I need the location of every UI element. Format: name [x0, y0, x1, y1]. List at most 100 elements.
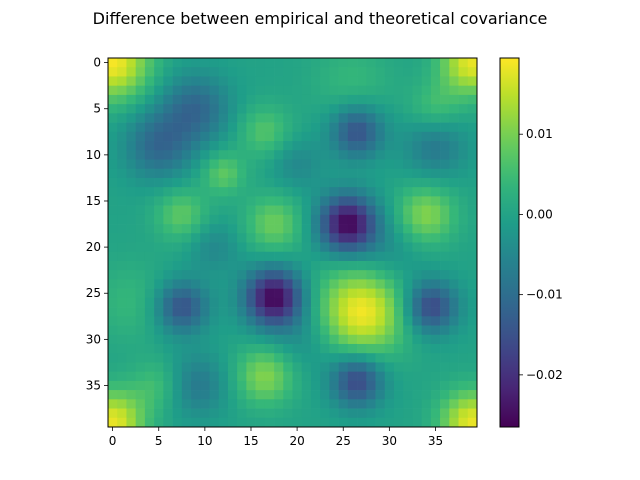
heatmap-cell: [200, 307, 210, 317]
heatmap-cell: [449, 343, 459, 354]
heatmap-cell: [154, 353, 164, 363]
heatmap-cell: [283, 325, 293, 336]
heatmap-cell: [430, 325, 441, 336]
heatmap-cell: [209, 233, 220, 243]
heatmap-cell: [320, 122, 330, 133]
heatmap-cell: [264, 104, 275, 114]
heatmap-cell: [172, 270, 183, 280]
heatmap-cell: [320, 362, 330, 372]
heatmap-cell: [172, 279, 183, 289]
heatmap-cell: [163, 399, 173, 409]
heatmap-cell: [191, 85, 201, 96]
heatmap-cell: [135, 196, 146, 206]
heatmap-cell: [227, 242, 238, 253]
heatmap-cell: [467, 224, 478, 234]
heatmap-cell: [283, 371, 293, 382]
heatmap-cell: [144, 131, 155, 142]
heatmap-cell: [200, 288, 210, 299]
heatmap-cell: [393, 58, 404, 68]
heatmap-cell: [255, 58, 266, 68]
heatmap-cell: [393, 380, 404, 391]
heatmap-cell: [347, 224, 358, 234]
heatmap-cell: [108, 94, 118, 105]
heatmap-cell: [301, 104, 312, 114]
heatmap-cell: [200, 417, 210, 428]
heatmap-cell: [108, 150, 118, 160]
heatmap-cell: [264, 288, 275, 299]
heatmap-cell: [301, 233, 312, 243]
heatmap-cell: [117, 187, 127, 197]
heatmap-cell: [412, 224, 422, 234]
heatmap-cell: [200, 141, 210, 151]
heatmap-cell: [366, 205, 376, 216]
heatmap-cell: [227, 141, 238, 151]
heatmap-cell: [283, 316, 293, 326]
heatmap-cell: [329, 325, 339, 336]
heatmap-cell: [366, 297, 376, 308]
heatmap-cell: [218, 187, 229, 197]
heatmap-cell: [412, 196, 422, 206]
heatmap-cell: [357, 371, 367, 382]
heatmap-cell: [274, 380, 284, 391]
heatmap-cell: [320, 196, 330, 206]
heatmap-cell: [108, 408, 118, 419]
heatmap-cell: [163, 94, 173, 105]
heatmap-cell: [449, 187, 459, 197]
heatmap-cell: [227, 205, 238, 216]
heatmap-cell: [283, 67, 293, 77]
heatmap-cell: [310, 270, 321, 280]
heatmap-cell: [255, 224, 266, 234]
heatmap-cell: [329, 214, 339, 225]
heatmap-cell: [338, 94, 349, 105]
heatmap-cell: [283, 270, 293, 280]
heatmap-cell: [347, 343, 358, 354]
heatmap-cell: [458, 380, 469, 391]
heatmap-cell: [384, 399, 395, 409]
heatmap-cell: [117, 325, 127, 336]
heatmap-cell: [191, 177, 201, 188]
heatmap-cell: [283, 58, 293, 68]
heatmap-cell: [393, 177, 404, 188]
heatmap-cell: [301, 141, 312, 151]
heatmap-cell: [329, 159, 339, 170]
heatmap-cell: [320, 288, 330, 299]
heatmap-cell: [264, 325, 275, 336]
heatmap-cell: [310, 104, 321, 114]
heatmap-cell: [181, 353, 192, 363]
heatmap-cell: [467, 390, 478, 400]
heatmap-cell: [301, 205, 312, 216]
heatmap-cell: [218, 104, 229, 114]
heatmap-cell: [458, 316, 469, 326]
heatmap-cell: [421, 205, 432, 216]
heatmap-cell: [430, 104, 441, 114]
heatmap-cell: [292, 196, 303, 206]
heatmap-cell: [163, 196, 173, 206]
heatmap-cell: [126, 242, 137, 253]
heatmap-cell: [200, 390, 210, 400]
heatmap-cell: [135, 251, 146, 262]
heatmap-cell: [338, 168, 349, 179]
heatmap-cell: [393, 141, 404, 151]
heatmap-cell: [163, 113, 173, 123]
heatmap-cell: [347, 279, 358, 289]
heatmap-cell: [255, 67, 266, 77]
heatmap-cell: [403, 307, 413, 317]
heatmap-cell: [458, 214, 469, 225]
heatmap-cell: [375, 297, 386, 308]
colorbar-tick-label: −0.01: [526, 288, 563, 302]
heatmap-cell: [144, 297, 155, 308]
heatmap-cell: [274, 187, 284, 197]
heatmap-cell: [310, 325, 321, 336]
heatmap-cell: [117, 343, 127, 354]
heatmap-cell: [181, 390, 192, 400]
heatmap-cell: [144, 58, 155, 68]
heatmap-cell: [393, 205, 404, 216]
heatmap-cell: [264, 94, 275, 105]
heatmap-cell: [144, 316, 155, 326]
heatmap-cell: [117, 307, 127, 317]
heatmap-cell: [320, 297, 330, 308]
heatmap-cell: [218, 325, 229, 336]
heatmap-cell: [310, 408, 321, 419]
heatmap-cell: [227, 390, 238, 400]
heatmap-cell: [357, 362, 367, 372]
